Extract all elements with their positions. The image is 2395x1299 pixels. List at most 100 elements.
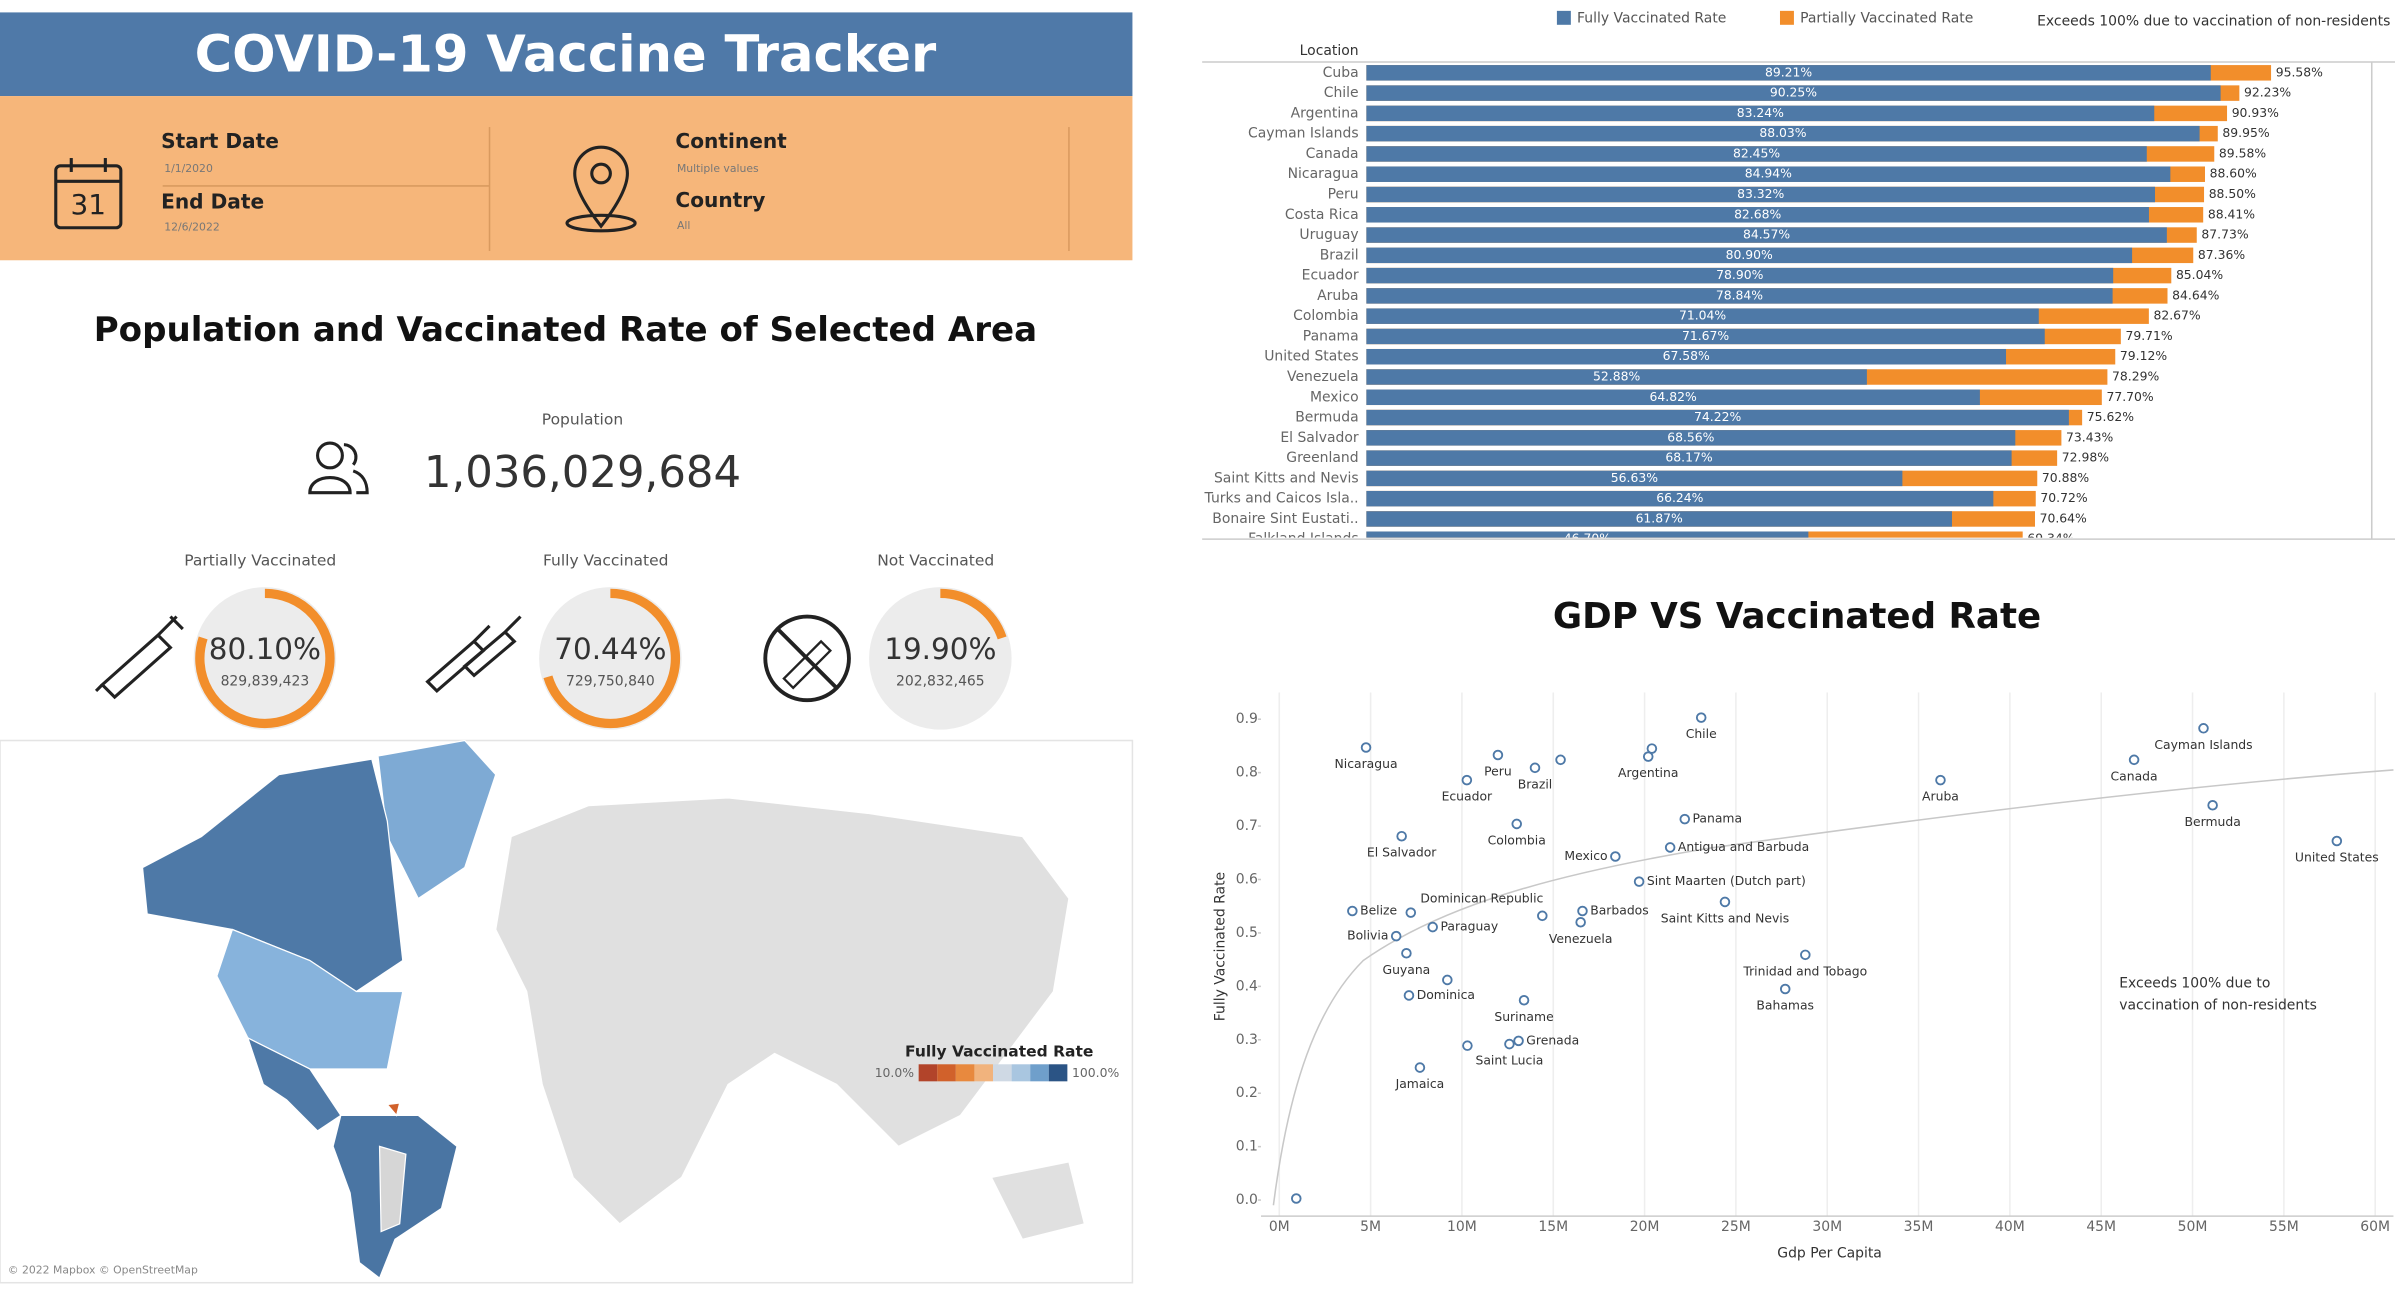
point-label: Aruba bbox=[1922, 789, 1959, 804]
point bbox=[1529, 762, 1541, 774]
point bbox=[1800, 949, 1811, 961]
category-label: Falkland Islands bbox=[1248, 531, 1358, 547]
category-label: Bermuda bbox=[1295, 410, 1358, 426]
point bbox=[1513, 1035, 1524, 1047]
point-label: Mexico bbox=[1564, 848, 1607, 863]
value-label: 89.21% bbox=[1765, 64, 1812, 79]
x-tick-label: 25M bbox=[1721, 1219, 1751, 1235]
population-label: Population bbox=[542, 410, 623, 428]
value-label: 71.04% bbox=[1679, 308, 1726, 323]
x-tick-label: 45M bbox=[2086, 1219, 2116, 1235]
value-label: 52.88% bbox=[1593, 369, 1640, 384]
y-tick-label: 0.2 bbox=[1236, 1085, 1258, 1101]
point bbox=[1555, 754, 1566, 766]
x-tick-label: 40M bbox=[1995, 1219, 2025, 1235]
point bbox=[1679, 813, 1691, 825]
filter-label: End Date bbox=[161, 189, 264, 213]
value-label: 88.60% bbox=[2210, 166, 2257, 181]
bar bbox=[1366, 247, 2133, 264]
point bbox=[1779, 983, 1791, 995]
point bbox=[1360, 742, 1372, 753]
people-icon bbox=[308, 441, 369, 495]
point bbox=[2331, 835, 2343, 847]
map-legend-min: 10.0% bbox=[875, 1065, 915, 1080]
legend-swatch bbox=[1779, 10, 1794, 25]
kpi-label: Fully Vaccinated bbox=[543, 551, 669, 569]
x-tick-label: 10M bbox=[1447, 1219, 1477, 1235]
point bbox=[1537, 910, 1548, 922]
point bbox=[1442, 974, 1453, 986]
bar bbox=[1366, 105, 2155, 122]
location-icon bbox=[565, 145, 637, 233]
x-tick-label: 50M bbox=[2178, 1219, 2208, 1235]
point-label: Grenada bbox=[1526, 1032, 1579, 1047]
value-label: 82.45% bbox=[1733, 145, 1780, 160]
calendar-day: 31 bbox=[71, 188, 106, 221]
kpi-background bbox=[539, 587, 682, 730]
bar bbox=[1366, 308, 2039, 324]
filter-label: Country bbox=[675, 188, 765, 212]
point bbox=[1401, 947, 1412, 959]
point-label: Venezuela bbox=[1549, 931, 1613, 946]
point-label: Bahamas bbox=[1756, 998, 1814, 1013]
kpi-count: 729,750,840 bbox=[566, 674, 655, 690]
point bbox=[1492, 749, 1504, 761]
kpi-background bbox=[193, 587, 337, 730]
value-label: 84.94% bbox=[1745, 166, 1792, 181]
bar bbox=[1366, 511, 1952, 527]
value-label: 87.36% bbox=[2198, 247, 2245, 262]
value-label: 71.67% bbox=[1682, 328, 1729, 343]
trend-line bbox=[1272, 769, 2394, 1206]
category-label: Ecuador bbox=[1302, 268, 1359, 284]
value-label: 72.98% bbox=[2062, 450, 2109, 465]
point bbox=[1405, 907, 1417, 918]
x-tick-label: 35M bbox=[1904, 1219, 1934, 1235]
point bbox=[1518, 994, 1530, 1006]
x-tick-label: 20M bbox=[1630, 1219, 1660, 1235]
y-tick-label: 0.8 bbox=[1236, 765, 1258, 781]
value-label: 78.90% bbox=[1716, 267, 1763, 282]
value-label: 70.72% bbox=[2040, 490, 2087, 505]
category-label: Aruba bbox=[1317, 288, 1358, 304]
y-tick-label: 0.9 bbox=[1236, 711, 1258, 727]
category-label: Costa Rica bbox=[1285, 207, 1359, 223]
bar bbox=[1366, 125, 2200, 142]
bar bbox=[1366, 146, 2147, 162]
y-tick-label: 0.1 bbox=[1236, 1139, 1258, 1155]
point-label: Belize bbox=[1360, 903, 1397, 918]
value-label: 82.67% bbox=[2154, 308, 2201, 323]
point bbox=[1347, 905, 1358, 917]
point-label: Bermuda bbox=[2184, 814, 2240, 829]
kpi-count: 202,832,465 bbox=[896, 674, 985, 690]
bar bbox=[1366, 348, 2007, 365]
bar bbox=[1366, 369, 1867, 385]
value-label: 87.73% bbox=[2201, 227, 2248, 242]
point-label: Saint Lucia bbox=[1475, 1053, 1543, 1068]
point-label: Sint Maarten (Dutch part) bbox=[1647, 873, 1806, 888]
value-label: 84.64% bbox=[2172, 287, 2219, 302]
legend-label: Fully Vaccinated Rate bbox=[1577, 11, 1726, 27]
point bbox=[2128, 754, 2140, 766]
point-label: Dominica bbox=[1417, 987, 1475, 1002]
point-label: Brazil bbox=[1518, 776, 1553, 791]
scatter-plot: GDP VS Vaccinated Rate 0M 5M 10M 15M 20M 25M 30… bbox=[1213, 596, 2394, 1261]
bar bbox=[1366, 207, 2149, 223]
point-label: Colombia bbox=[1488, 832, 1546, 847]
category-label: Cayman Islands bbox=[1248, 126, 1359, 142]
category-label: Turks and Caicos Isla.. bbox=[1204, 491, 1359, 507]
point bbox=[1664, 842, 1676, 853]
category-label: Peru bbox=[1328, 186, 1359, 202]
value-label: 69.34% bbox=[2027, 531, 2074, 546]
category-label: Canada bbox=[1306, 146, 1359, 162]
value-label: 70.88% bbox=[2042, 470, 2089, 485]
point bbox=[1935, 774, 1946, 786]
value-label: 84.57% bbox=[1743, 227, 1790, 242]
filter-band bbox=[0, 96, 1133, 261]
map-attribution: © 2022 Mapbox © OpenStreetMap bbox=[8, 1263, 198, 1276]
value-label: 64.82% bbox=[1650, 389, 1697, 404]
kpi-arc bbox=[195, 588, 335, 729]
y-axis-label: Fully Vaccinated Rate bbox=[1213, 872, 1229, 1021]
kpi-rate: 80.10% bbox=[209, 632, 321, 666]
